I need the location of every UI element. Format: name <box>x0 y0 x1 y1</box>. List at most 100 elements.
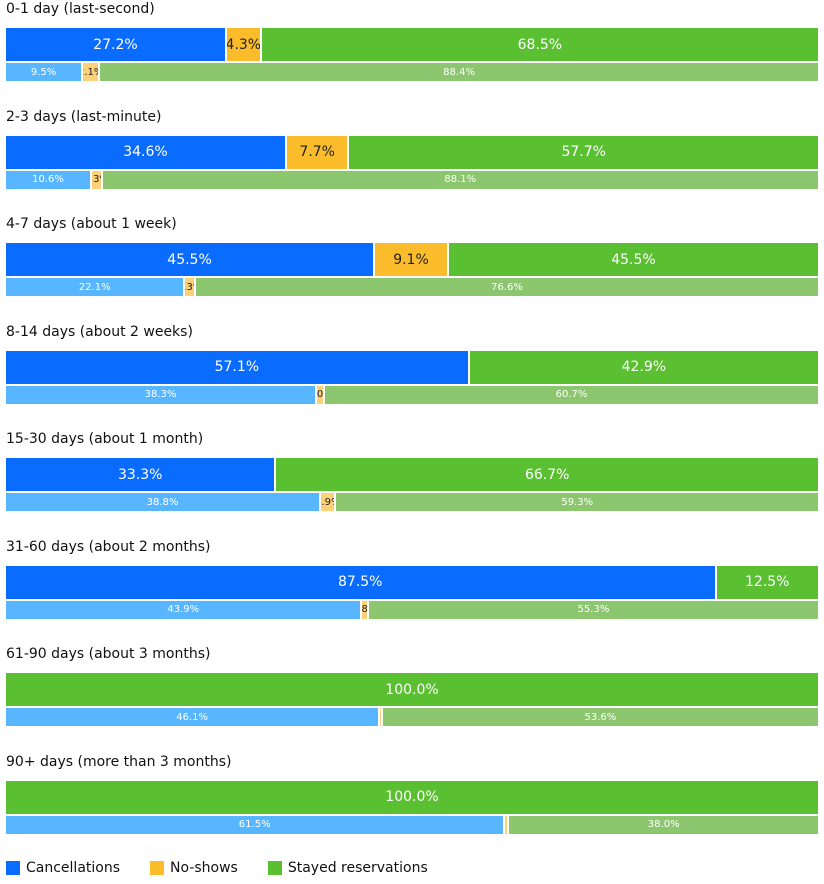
bar-segment: 1.0% <box>316 385 326 404</box>
bar-segment: 22.1% <box>6 278 186 296</box>
bar-segment <box>505 815 510 834</box>
bar-segment <box>380 708 383 726</box>
bar-segment: 76.6% <box>195 278 818 296</box>
bar-segment: 4.3% <box>226 28 262 61</box>
value-label: 45.5% <box>611 251 656 268</box>
main-bar: 100.0% <box>6 780 818 814</box>
value-label: 43.9% <box>167 604 200 615</box>
bar-segment: 2.1% <box>83 63 101 81</box>
bar-segment: 38.0% <box>509 815 818 834</box>
legend: Cancellations No-shows Stayed reservations <box>6 860 458 876</box>
value-label: 2.1% <box>83 66 98 78</box>
value-label: 42.9% <box>621 359 667 375</box>
group-title: 4-7 days (about 1 week) <box>6 216 177 232</box>
value-label: 57.1% <box>214 359 260 375</box>
value-label: 59.3% <box>561 496 594 508</box>
main-bar: 45.5% 9.1% 45.5% <box>6 243 818 276</box>
value-label: 4.3% <box>226 36 262 53</box>
bar-segment: 88.1% <box>102 170 818 189</box>
main-bar: 87.5% 12.5% <box>6 565 818 599</box>
value-label: 61.5% <box>238 819 271 830</box>
detail-bar: 61.5% 38.0% <box>6 815 818 834</box>
bar-segment: 1.9% <box>321 493 337 511</box>
detail-bar: 22.1% 1.3% 76.6% <box>6 278 818 296</box>
value-label: 38.8% <box>146 496 179 508</box>
bar-segment: 9.1% <box>375 243 449 276</box>
value-label: 88.1% <box>444 174 477 185</box>
value-label: 1.9% <box>321 496 334 508</box>
legend-label: No-shows <box>170 860 238 876</box>
bar-segment: 45.5% <box>448 243 818 276</box>
group-title: 31-60 days (about 2 months) <box>6 538 211 555</box>
bar-segment: 55.3% <box>368 600 818 619</box>
bar-segment: 57.1% <box>6 350 470 384</box>
group-title: 8-14 days (about 2 weeks) <box>6 323 193 340</box>
group-title: 15-30 days (about 1 month) <box>6 431 204 447</box>
legend-item: No-shows <box>150 860 238 876</box>
bar-segment: 100.0% <box>6 780 818 814</box>
value-label: 12.5% <box>745 574 790 590</box>
bar-segment: 42.9% <box>469 350 818 384</box>
value-label: 1.3% <box>185 281 194 293</box>
value-label: 45.5% <box>167 251 212 268</box>
value-label: 33.3% <box>117 466 163 483</box>
value-label: 68.5% <box>517 36 563 53</box>
value-label: 88.4% <box>443 66 475 78</box>
main-bar: 57.1% 42.9% <box>6 350 818 384</box>
bar-segment: 43.9% <box>6 600 363 619</box>
value-label: 1.0% <box>316 389 324 400</box>
value-label: 55.3% <box>577 604 610 615</box>
value-label: 100.0% <box>385 681 439 698</box>
bar-segment: 68.5% <box>261 28 818 61</box>
bar-segment: 100.0% <box>6 673 818 706</box>
bar-segment: 27.2% <box>6 28 227 61</box>
main-bar: 100.0% <box>6 673 818 706</box>
value-label: 1.3% <box>92 174 101 185</box>
bar-segment: 59.3% <box>336 493 818 511</box>
value-label: 27.2% <box>93 36 138 53</box>
value-label: 60.7% <box>555 389 588 400</box>
main-bar: 33.3% 66.7% <box>6 458 818 491</box>
value-label: 100.0% <box>385 789 439 805</box>
bar-segment: 66.7% <box>276 458 818 491</box>
main-bar: 27.2% 4.3% 68.5% <box>6 28 818 61</box>
bar-segment: 0.8% <box>362 600 369 619</box>
bar-segment: 38.3% <box>6 385 317 404</box>
bar-segment: 53.6% <box>382 708 818 726</box>
value-label: 38.0% <box>647 819 680 830</box>
group-title: 2-3 days (last-minute) <box>6 108 162 125</box>
group-title: 90+ days (more than 3 months) <box>6 753 232 770</box>
legend-label: Cancellations <box>26 860 121 876</box>
bar-segment: 1.3% <box>92 170 103 189</box>
value-label: 7.7% <box>299 144 335 160</box>
detail-bar: 38.3% 1.0% 60.7% <box>6 385 818 404</box>
bar-segment: 46.1% <box>6 708 381 726</box>
detail-bar: 46.1% 53.6% <box>6 708 818 726</box>
legend-item: Cancellations <box>6 860 120 876</box>
detail-bar: 43.9% 0.8% 55.3% <box>6 600 818 619</box>
bar-segment: 87.5% <box>6 565 717 599</box>
bar-segment: 9.5% <box>6 63 84 81</box>
value-label: 22.1% <box>78 281 111 293</box>
detail-bar: 9.5% 2.1% 88.4% <box>6 63 818 81</box>
value-label: 46.1% <box>176 711 209 723</box>
bar-segment: 1.3% <box>185 278 196 296</box>
bar-segment: 7.7% <box>286 135 350 169</box>
legend-swatch <box>267 861 282 875</box>
bar-segment: 10.6% <box>6 170 93 189</box>
value-label: 53.6% <box>584 711 617 723</box>
group-title: 61-90 days (about 3 months) <box>6 646 211 662</box>
value-label: 9.5% <box>30 66 57 78</box>
bar-segment: 33.3% <box>6 458 277 491</box>
bar-segment: 12.5% <box>716 565 818 599</box>
bar-segment: 45.5% <box>6 243 376 276</box>
detail-bar: 10.6% 1.3% 88.1% <box>6 170 818 189</box>
value-label: 38.3% <box>144 389 177 400</box>
value-label: 0.8% <box>362 604 366 615</box>
value-label: 87.5% <box>338 574 383 590</box>
detail-bar: 38.8% 1.9% 59.3% <box>6 493 818 511</box>
legend-swatch <box>150 861 165 875</box>
value-label: 10.6% <box>32 174 64 185</box>
value-label: 9.1% <box>393 251 429 268</box>
